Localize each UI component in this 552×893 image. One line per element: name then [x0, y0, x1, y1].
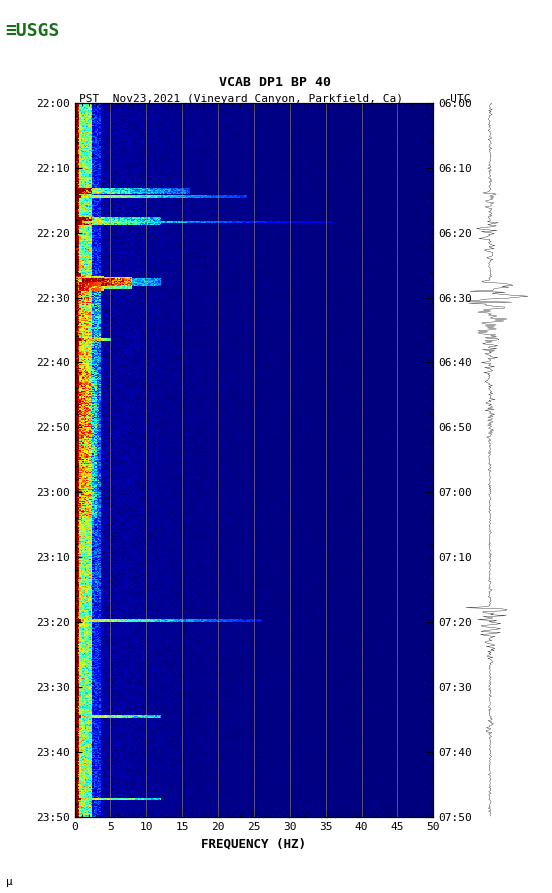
Text: PST  Nov23,2021 (Vineyard Canyon, Parkfield, Ca)       UTC: PST Nov23,2021 (Vineyard Canyon, Parkfie…: [79, 95, 470, 104]
Text: ≡USGS: ≡USGS: [6, 22, 60, 40]
X-axis label: FREQUENCY (HZ): FREQUENCY (HZ): [201, 838, 306, 850]
Text: VCAB DP1 BP 40: VCAB DP1 BP 40: [219, 76, 331, 89]
Text: μ: μ: [6, 877, 12, 887]
